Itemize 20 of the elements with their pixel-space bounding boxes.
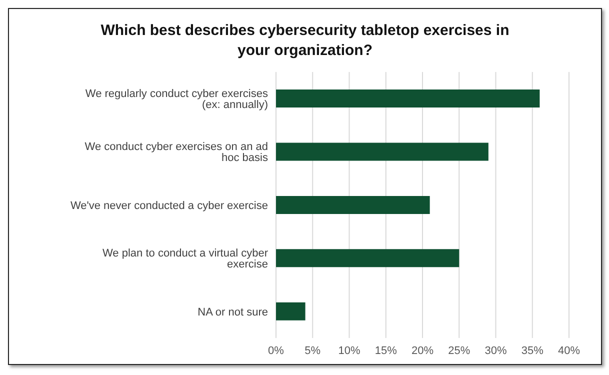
bar xyxy=(276,90,540,108)
bar xyxy=(276,142,488,161)
x-tick-label: 30% xyxy=(484,344,507,357)
x-tick-label: 5% xyxy=(304,344,321,357)
x-tick-label: 15% xyxy=(374,344,398,357)
x-tick-label: 20% xyxy=(411,344,434,357)
x-tick-label: 40% xyxy=(558,344,580,357)
y-tick-label: We've never conducted a cyber exercise xyxy=(70,200,268,212)
x-tick-label: 0% xyxy=(268,344,284,357)
bar xyxy=(276,302,306,320)
y-tick-label: NA or not sure xyxy=(198,306,268,318)
bar xyxy=(276,196,430,214)
y-tick-label: We conduct cyber exercises on an ad hoc basis xyxy=(84,141,268,164)
y-tick-label: We regularly conduct cyber exercises (ex: annually) xyxy=(85,88,268,112)
y-tick-label: We plan to conduct a virtual cyber exercise xyxy=(102,248,268,271)
chart-title: Which best describes cybersecurity tabletop exercises in your organization? xyxy=(100,21,510,61)
x-tick-label: 25% xyxy=(448,344,470,357)
x-tick-label: 35% xyxy=(521,344,544,357)
x-tick-label: 10% xyxy=(338,344,360,357)
bar xyxy=(276,249,460,268)
